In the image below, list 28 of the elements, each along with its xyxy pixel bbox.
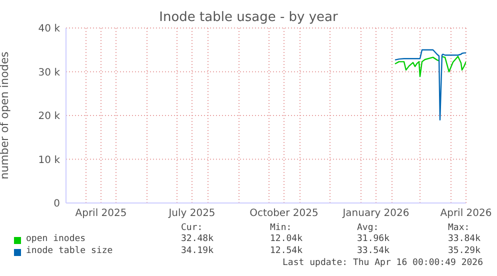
y-tick-label: 30 k (38, 67, 60, 78)
text: Min: (270, 223, 292, 233)
x-tick-label: July 2025 (168, 208, 216, 220)
x-tick-label: October 2025 (250, 208, 318, 220)
text: 35.29k (448, 246, 481, 256)
y-tick-label: 20 k (38, 111, 60, 122)
text: 33.84k (448, 234, 481, 244)
x-tick-label: April 2025 (75, 208, 127, 220)
text: 32.48k (181, 234, 214, 244)
chart-title: Inode table usage - by year (158, 10, 339, 25)
x-tick-label: January 2026 (342, 208, 410, 220)
x-tick-label: April 2026 (440, 208, 492, 220)
legend-label: inode table size (26, 246, 113, 256)
y-axis-title: number of open inodes (0, 51, 11, 180)
text: 33.54k (357, 246, 390, 256)
text: Cur: (181, 223, 203, 233)
y-tick-label: 0 (54, 198, 60, 210)
line-series (394, 49, 466, 120)
text: Avg: (357, 223, 379, 233)
text: 12.04k (270, 234, 303, 244)
legend-label: open inodes (26, 234, 86, 244)
text: 31.96k (357, 234, 390, 244)
text: 34.19k (181, 246, 214, 256)
y-tick-label: 40 k (38, 24, 60, 35)
text: Last update: Thu Apr 16 00:00:49 2026 (282, 258, 483, 268)
text: Max: (448, 223, 470, 233)
y-tick-label: 10 k (38, 154, 60, 166)
text: 12.54k (270, 246, 303, 256)
